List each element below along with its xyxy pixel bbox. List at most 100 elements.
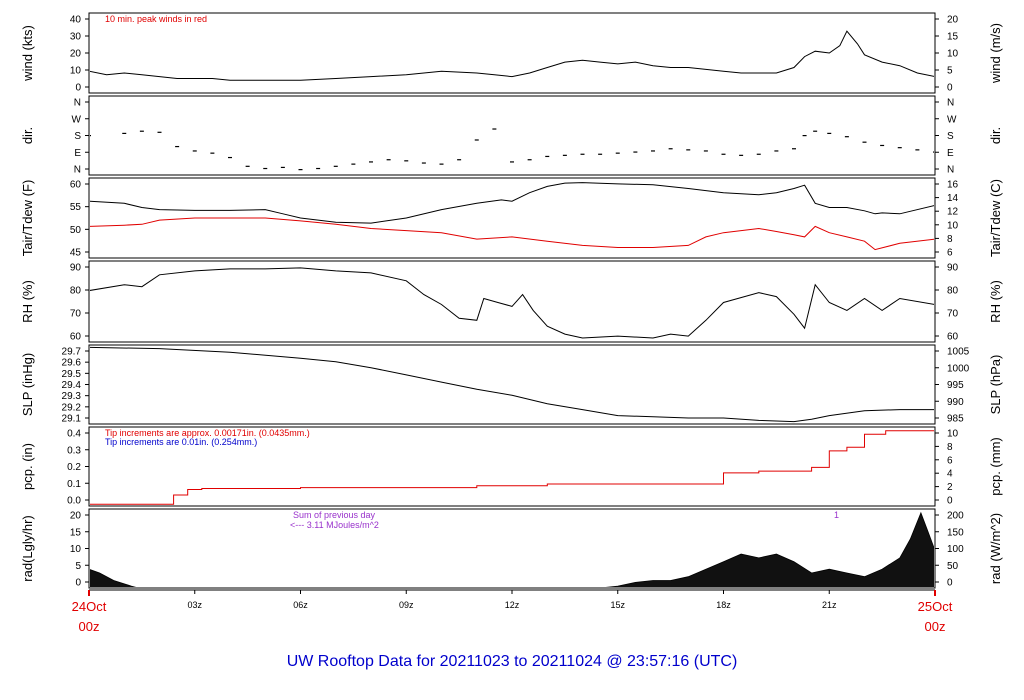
y-tick-label-right: 985 <box>947 414 964 425</box>
pcp-annotation-red: Tip increments are approx. 0.00171in. (0… <box>105 428 310 438</box>
y-axis-label-left: Tair/Tdew (F) <box>20 180 35 257</box>
data-point <box>880 144 885 147</box>
data-point <box>510 161 514 163</box>
y-tick-label-left: 29.2 <box>62 402 82 413</box>
y-axis-label-right: dir. <box>988 127 1003 144</box>
data-point <box>545 155 550 158</box>
y-tick-label-right: 4 <box>947 469 953 480</box>
panel-frame <box>88 95 936 176</box>
y-axis-label-left: RH (%) <box>20 280 35 323</box>
y-tick-label-left: 0.4 <box>67 429 81 440</box>
y-tick-label-left: 20 <box>70 49 82 60</box>
data-point <box>492 128 497 130</box>
data-point <box>175 145 180 148</box>
y-tick-label-left: 29.5 <box>62 369 82 380</box>
series-group <box>90 511 934 587</box>
line-series-1 <box>90 430 934 505</box>
y-tick-label-left: 29.7 <box>62 347 82 358</box>
data-point <box>457 159 462 161</box>
y-tick-label-left: 55 <box>70 202 82 213</box>
y-tick-label-right: 10 <box>947 49 959 60</box>
data-point <box>721 153 726 155</box>
y-tick-label-right: 10 <box>947 220 959 231</box>
y-tick-label-right: 16 <box>947 180 959 191</box>
line-series-1 <box>90 182 934 224</box>
data-point <box>280 166 285 169</box>
data-point <box>813 130 818 132</box>
data-point <box>210 152 215 154</box>
y-tick-label-right: 0 <box>947 578 953 589</box>
y-axis-label-left: SLP (inHg) <box>20 353 35 416</box>
panel-1: 0 10 20 30 40 0 5 10 15 20 wind (kts) wind (m/s) 10 … <box>20 12 1003 94</box>
x-tick-label: 09z <box>399 600 414 610</box>
y-tick-label-left: E <box>74 148 81 159</box>
series-group <box>90 430 934 505</box>
data-point <box>228 156 232 159</box>
y-tick-label-left: 40 <box>70 15 82 26</box>
y-axis-label-right: Tair/Tdew (C) <box>988 179 1003 257</box>
data-point <box>245 165 250 167</box>
y-tick-label-right: N <box>947 98 954 109</box>
panel-4: 60 70 80 90 60 70 80 90 RH (%) RH (%) <box>20 260 1003 343</box>
time-axis: 03z 06z 09z 12z 15z 18z 21z 24Oct 00z 25Oct 00z <box>72 589 953 634</box>
data-point <box>802 135 807 137</box>
series-group <box>90 128 934 171</box>
x-end-label-date: 25Oct <box>918 599 953 614</box>
y-tick-label-right: 14 <box>947 193 959 204</box>
data-point <box>474 139 479 141</box>
data-point <box>139 130 144 132</box>
y-tick-label-right: 15 <box>947 32 959 43</box>
y-tick-label-left: 10 <box>70 544 82 555</box>
y-axis-label-right: pcp. (mm) <box>988 437 1003 496</box>
y-tick-label-right: 200 <box>947 511 964 522</box>
data-point <box>915 149 920 151</box>
data-point <box>527 159 532 161</box>
y-axis-label-left: wind (kts) <box>20 25 35 82</box>
footer-title: UW Rooftop Data for 20211023 to 20211024… <box>287 653 738 670</box>
y-tick-label-right: 995 <box>947 380 964 391</box>
line-series-2 <box>90 217 934 251</box>
y-tick-label-right: 6 <box>947 248 953 259</box>
y-tick-label-right: 10 <box>947 429 959 440</box>
y-tick-label-right: 60 <box>947 332 959 343</box>
series-group <box>90 267 934 339</box>
y-tick-label-left: 20 <box>70 511 82 522</box>
line-series-1 <box>90 267 934 339</box>
y-tick-label-right: 100 <box>947 544 964 555</box>
y-tick-label-left: 50 <box>70 225 82 236</box>
y-tick-label-right: W <box>947 114 957 125</box>
y-axis-label-right: rad (W/m^2) <box>988 513 1003 584</box>
y-tick-label-right: S <box>947 131 954 142</box>
data-point <box>633 151 638 153</box>
pcp-annotation-blue: Tip increments are 0.01in. (0.254mm.) <box>105 437 257 447</box>
rad-annotation-line1: Sum of previous day <box>293 510 376 520</box>
y-tick-label-right: E <box>947 148 954 159</box>
panel-frame <box>88 260 936 343</box>
y-tick-label-left: 0.0 <box>67 496 81 507</box>
data-point <box>668 148 673 150</box>
data-point <box>263 167 268 170</box>
y-tick-label-right: 8 <box>947 234 953 245</box>
data-point <box>333 165 338 167</box>
y-tick-label-right: 50 <box>947 561 959 572</box>
y-tick-label-left: N <box>74 165 81 176</box>
y-tick-label-left: S <box>74 131 81 142</box>
y-tick-label-left: 0.1 <box>67 479 81 490</box>
y-axis-label-left: dir. <box>20 127 35 144</box>
y-tick-label-right: 1005 <box>947 347 970 358</box>
data-point <box>157 131 162 133</box>
y-tick-label-right: 150 <box>947 527 964 538</box>
y-tick-label-left: 0 <box>75 578 81 589</box>
data-point <box>792 148 796 150</box>
data-point <box>897 147 902 149</box>
x-tick-label: 21z <box>822 600 837 610</box>
y-tick-label-right: 80 <box>947 286 959 297</box>
y-axis-label-left: rad(Lgly/hr) <box>20 515 35 581</box>
data-point <box>862 141 867 143</box>
y-tick-label-right: 8 <box>947 442 953 453</box>
data-point <box>298 169 303 171</box>
y-tick-label-right: 990 <box>947 397 964 408</box>
data-point <box>122 132 127 135</box>
data-point <box>703 150 708 152</box>
